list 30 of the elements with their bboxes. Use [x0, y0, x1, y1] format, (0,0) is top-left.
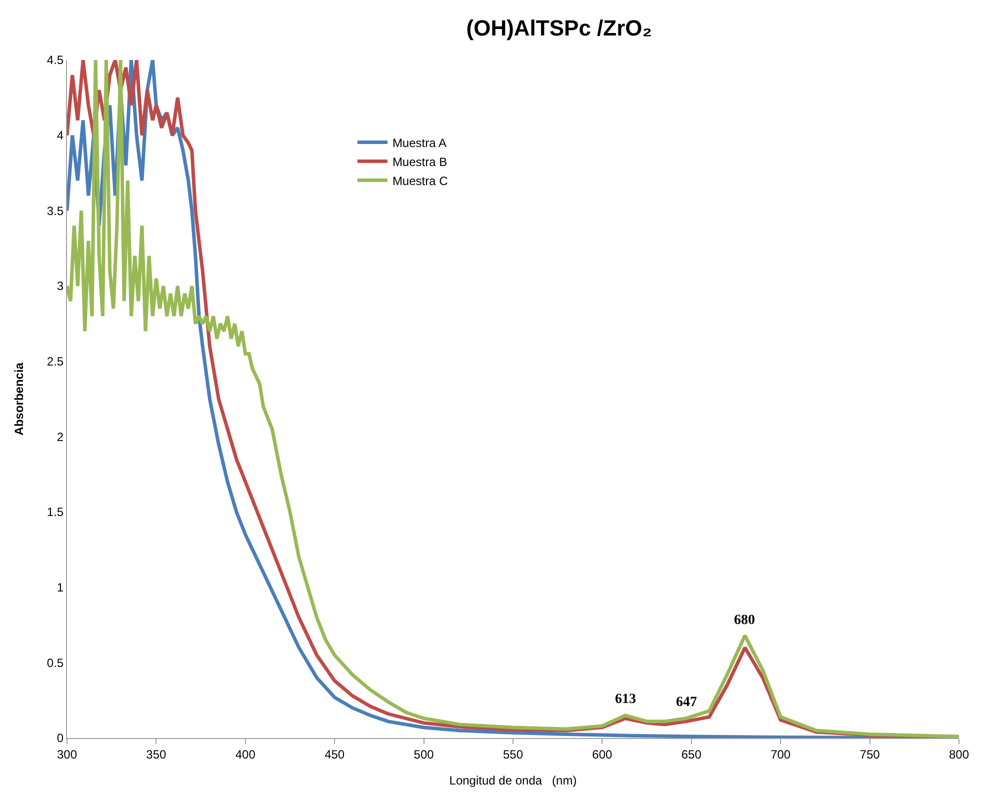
chart-title: (OH)AlTSPc /ZrO₂	[466, 15, 652, 40]
y-axis-title: Absorbencia	[12, 362, 26, 436]
y-tick-label: 0	[56, 731, 64, 746]
y-tick-label: 4	[56, 128, 64, 143]
y-tick-label: 2	[56, 430, 64, 444]
x-axis-title: Longitud de onda (nm)	[449, 773, 577, 788]
x-tick-label: 750	[860, 747, 880, 762]
x-tick-label: 800	[948, 747, 970, 762]
legend-label: Muestra A	[392, 136, 446, 150]
x-tick-label: 400	[235, 747, 256, 762]
x-tick-label: 650	[681, 747, 702, 762]
y-tick-label: 1	[56, 580, 64, 595]
x-tick-label: 700	[770, 747, 791, 762]
y-tick-label: 1.5	[46, 505, 64, 520]
legend-label: Muestra B	[392, 154, 448, 169]
annotation: 647	[676, 695, 697, 710]
legend-label: Muestra C	[392, 174, 448, 188]
annotation: 680	[734, 613, 755, 628]
x-tick-label: 300	[56, 747, 78, 762]
y-tick-label: 0.5	[46, 656, 64, 670]
x-tick-label: 500	[414, 747, 434, 762]
annotation: 613	[615, 692, 636, 707]
x-tick-label: 600	[592, 747, 613, 762]
y-tick-label: 2.5	[46, 354, 64, 369]
y-tick-label: 4.5	[46, 53, 64, 68]
y-tick-label: 3	[56, 279, 64, 294]
x-tick-label: 350	[146, 747, 167, 762]
y-tick-label: 3.5	[46, 204, 64, 218]
x-tick-label: 450	[324, 747, 345, 762]
x-tick-label: 550	[502, 747, 524, 762]
